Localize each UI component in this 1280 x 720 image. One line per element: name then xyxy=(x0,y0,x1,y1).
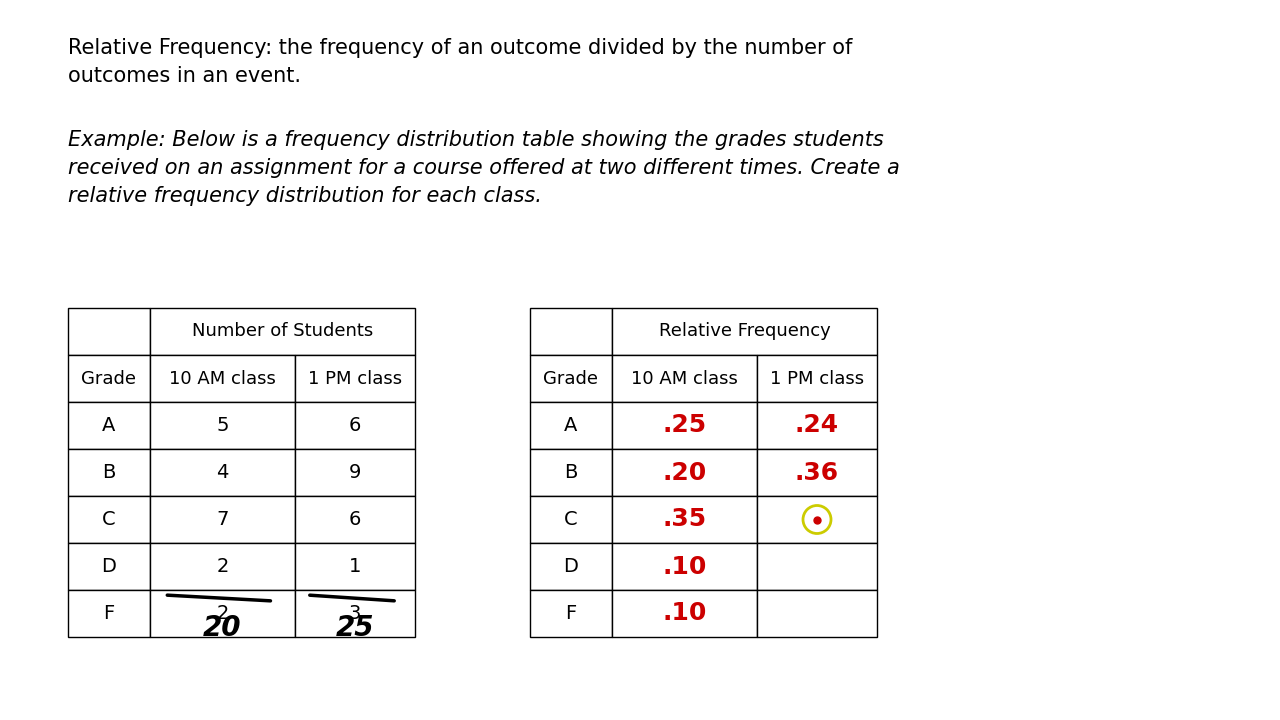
Text: F: F xyxy=(566,604,576,623)
Text: .25: .25 xyxy=(663,413,707,438)
Bar xyxy=(612,402,756,449)
Text: 9: 9 xyxy=(349,463,361,482)
Bar xyxy=(294,355,415,402)
Text: A: A xyxy=(564,416,577,435)
Bar xyxy=(530,355,612,402)
Bar xyxy=(530,496,612,543)
Text: 1 PM class: 1 PM class xyxy=(771,369,864,387)
Text: 10 AM class: 10 AM class xyxy=(169,369,276,387)
Text: Grade: Grade xyxy=(82,369,137,387)
Text: 3: 3 xyxy=(349,604,361,623)
Text: 2: 2 xyxy=(216,604,229,623)
Bar xyxy=(756,449,877,496)
Text: C: C xyxy=(102,510,115,529)
Text: A: A xyxy=(102,416,115,435)
Bar xyxy=(150,543,294,590)
Text: 7: 7 xyxy=(216,510,229,529)
Bar xyxy=(150,308,415,355)
Text: 20: 20 xyxy=(204,614,242,642)
Bar xyxy=(756,543,877,590)
Text: .20: .20 xyxy=(662,461,707,485)
Text: .10: .10 xyxy=(662,554,707,578)
Bar xyxy=(612,308,877,355)
Text: Relative Frequency: Relative Frequency xyxy=(659,323,831,341)
Bar xyxy=(68,308,150,355)
Text: .36: .36 xyxy=(795,461,840,485)
Text: .24: .24 xyxy=(795,413,840,438)
Bar xyxy=(68,496,150,543)
Bar xyxy=(68,402,150,449)
Text: B: B xyxy=(102,463,115,482)
Bar xyxy=(756,590,877,637)
Text: 6: 6 xyxy=(349,510,361,529)
Bar xyxy=(756,402,877,449)
Text: 2: 2 xyxy=(216,557,229,576)
Text: 6: 6 xyxy=(349,416,361,435)
Bar xyxy=(68,449,150,496)
Bar xyxy=(150,496,294,543)
Text: Example: Below is a frequency distribution table showing the grades students
rec: Example: Below is a frequency distributi… xyxy=(68,130,900,206)
Text: .35: .35 xyxy=(663,508,707,531)
Text: 1: 1 xyxy=(349,557,361,576)
Text: 1 PM class: 1 PM class xyxy=(308,369,402,387)
Text: 4: 4 xyxy=(216,463,229,482)
Bar xyxy=(150,449,294,496)
Bar xyxy=(68,543,150,590)
Bar xyxy=(294,496,415,543)
Text: 10 AM class: 10 AM class xyxy=(631,369,739,387)
Text: B: B xyxy=(564,463,577,482)
Bar xyxy=(612,543,756,590)
Bar xyxy=(530,308,612,355)
Bar xyxy=(530,543,612,590)
Bar xyxy=(530,449,612,496)
Bar xyxy=(612,449,756,496)
Bar xyxy=(294,590,415,637)
Text: C: C xyxy=(564,510,577,529)
Text: 25: 25 xyxy=(335,614,374,642)
Bar xyxy=(294,543,415,590)
Bar xyxy=(612,590,756,637)
Bar xyxy=(294,402,415,449)
Text: Number of Students: Number of Students xyxy=(192,323,374,341)
Text: .10: .10 xyxy=(662,601,707,626)
Bar xyxy=(612,496,756,543)
Bar xyxy=(150,355,294,402)
Text: D: D xyxy=(563,557,579,576)
Bar xyxy=(150,590,294,637)
Text: D: D xyxy=(101,557,116,576)
Bar xyxy=(150,402,294,449)
Bar xyxy=(294,449,415,496)
Text: 5: 5 xyxy=(216,416,229,435)
Bar xyxy=(530,402,612,449)
Bar xyxy=(68,590,150,637)
Bar xyxy=(756,496,877,543)
Bar xyxy=(612,355,756,402)
Text: Grade: Grade xyxy=(544,369,599,387)
Bar xyxy=(530,590,612,637)
Text: Relative Frequency: the frequency of an outcome divided by the number of
outcome: Relative Frequency: the frequency of an … xyxy=(68,38,852,86)
Bar xyxy=(68,355,150,402)
Text: F: F xyxy=(104,604,115,623)
Bar xyxy=(756,355,877,402)
